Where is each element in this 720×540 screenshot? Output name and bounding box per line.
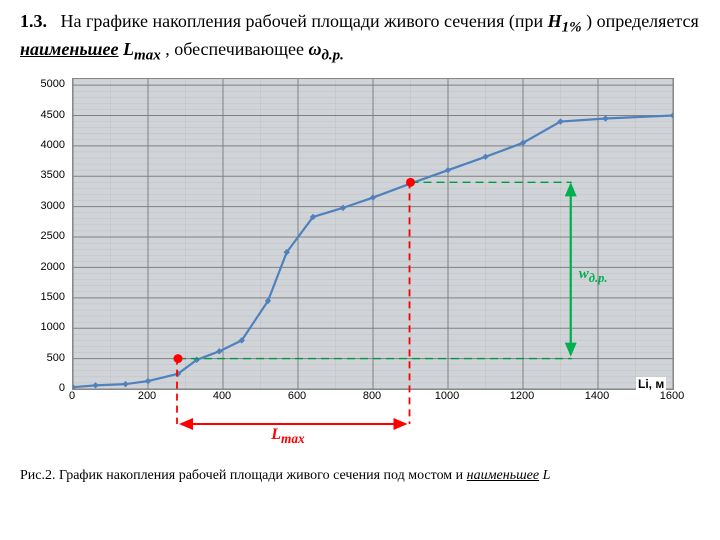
heading-text-2: ) определяется <box>586 11 699 31</box>
heading-H: H1% <box>548 11 582 31</box>
y-tick: 2000 <box>31 261 65 273</box>
chart: 0500100015002000250030003500400045005000… <box>30 72 690 462</box>
heading-text-1: На графике накопления рабочей площади жи… <box>61 11 548 31</box>
figure-caption: Рис.2. График накопления рабочей площади… <box>20 468 700 484</box>
heading-num: 1.3. <box>20 11 47 31</box>
lmax-label: Lmax <box>271 426 304 447</box>
y-tick: 0 <box>31 382 65 394</box>
y-tick: 3500 <box>31 169 65 181</box>
wdr-label: wд.р. <box>579 266 608 286</box>
x-tick: 200 <box>138 390 156 402</box>
heading-text-3: , обеспечивающее <box>165 39 308 59</box>
y-tick: 3000 <box>31 200 65 212</box>
heading-least: наименьшее <box>20 39 119 59</box>
heading-L: Lmax <box>123 39 161 59</box>
x-tick: 400 <box>213 390 231 402</box>
x-tick: 0 <box>69 390 75 402</box>
y-tick: 1500 <box>31 291 65 303</box>
heading: 1.3. На графике накопления рабочей площа… <box>20 10 700 66</box>
y-tick: 5000 <box>31 78 65 90</box>
y-tick: 500 <box>31 352 65 364</box>
x-tick: 1200 <box>510 390 534 402</box>
x-tick: 600 <box>288 390 306 402</box>
x-tick: 1400 <box>585 390 609 402</box>
x-tick: 800 <box>363 390 381 402</box>
plot-area <box>72 78 674 390</box>
y-tick: 4500 <box>31 109 65 121</box>
x-tick: 1000 <box>435 390 459 402</box>
plot-svg <box>73 79 673 389</box>
heading-omega: ωд.р. <box>308 39 343 59</box>
y-tick: 2500 <box>31 230 65 242</box>
y-tick: 1000 <box>31 321 65 333</box>
x-axis-title: Li, м <box>636 377 666 391</box>
y-tick: 4000 <box>31 139 65 151</box>
x-tick: 1600 <box>660 390 684 402</box>
